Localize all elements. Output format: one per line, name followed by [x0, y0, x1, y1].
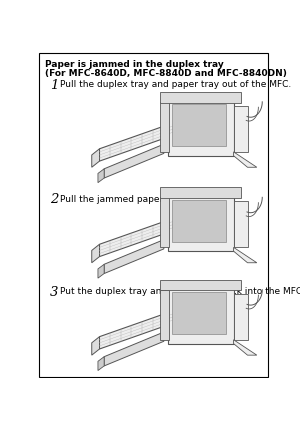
Polygon shape	[100, 122, 174, 161]
Bar	[172, 104, 226, 147]
Polygon shape	[104, 144, 164, 178]
Polygon shape	[98, 357, 104, 371]
Bar	[172, 292, 226, 334]
Bar	[168, 193, 234, 251]
Bar	[160, 290, 169, 340]
Text: Put the duplex tray and paper tray back into the MFC.: Put the duplex tray and paper tray back …	[60, 287, 300, 296]
Polygon shape	[100, 218, 174, 257]
Text: 1: 1	[50, 79, 58, 92]
Text: Pull the jammed paper out of the MFC.: Pull the jammed paper out of the MFC.	[60, 195, 236, 204]
Text: Paper is jammed in the duplex tray: Paper is jammed in the duplex tray	[45, 60, 224, 69]
Polygon shape	[92, 244, 100, 263]
Bar	[234, 106, 248, 152]
Bar	[160, 280, 241, 290]
Polygon shape	[104, 240, 164, 274]
Polygon shape	[92, 149, 100, 167]
Polygon shape	[234, 340, 257, 355]
Bar	[160, 102, 169, 152]
Polygon shape	[98, 264, 104, 278]
Polygon shape	[98, 169, 104, 183]
Polygon shape	[234, 152, 257, 167]
Bar	[168, 286, 234, 343]
Bar	[172, 200, 226, 242]
Bar	[234, 294, 248, 340]
Bar	[168, 98, 234, 156]
Text: 3: 3	[50, 286, 58, 299]
Bar	[234, 201, 248, 247]
Text: 2: 2	[50, 193, 58, 207]
Bar	[160, 187, 241, 198]
Polygon shape	[100, 311, 174, 349]
Bar	[160, 197, 169, 247]
Polygon shape	[104, 332, 164, 366]
Text: Pull the duplex tray and paper tray out of the MFC.: Pull the duplex tray and paper tray out …	[60, 80, 291, 89]
Bar	[160, 92, 241, 102]
Polygon shape	[234, 247, 257, 263]
Polygon shape	[92, 337, 100, 355]
Text: (For MFC-8640D, MFC-8840D and MFC-8840DN): (For MFC-8640D, MFC-8840D and MFC-8840DN…	[45, 69, 287, 78]
